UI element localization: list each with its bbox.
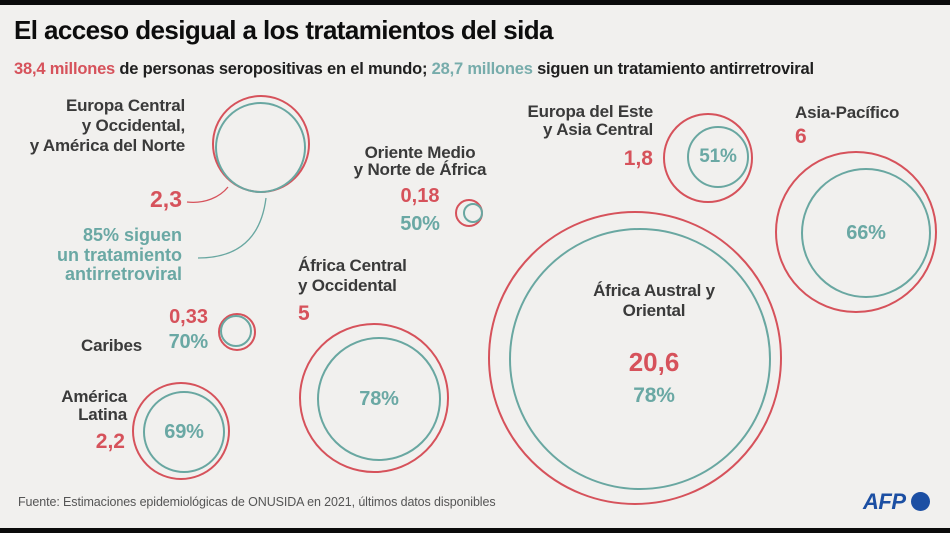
value-caribes: 0,33: [169, 306, 208, 328]
bubble-africa-central-inner: 78%: [317, 337, 441, 461]
label-oriente-medio: Oriente Medio y Norte de África: [353, 143, 487, 179]
subtitle-treatment-value: 28,7 millones: [431, 60, 533, 78]
bubble-america-latina-outer: [132, 382, 230, 480]
bubble-oriente-medio-inner: [463, 203, 483, 223]
label-africa-central: África Central y Occidental: [298, 256, 407, 295]
label-europa-este: Europa del Este y Asia Central: [527, 102, 654, 139]
bubble-africa-central-outer: [299, 323, 449, 473]
bubble-africa-austral-outer: [488, 211, 782, 505]
label-america-latina: América Latina: [61, 387, 127, 424]
red-connector-line: [186, 186, 229, 203]
pct-africa-austral: 78%: [633, 384, 675, 407]
label-europa-central: Europa Central y Occidental, y América d…: [29, 96, 185, 155]
value-africa-austral: 20,6: [628, 347, 680, 377]
value-africa-central: 5: [298, 302, 310, 325]
source-text: Fuente: Estimaciones epidemiológicas de …: [18, 495, 496, 509]
subtitle-seropositive-text: de personas seropositivas en el mundo;: [115, 60, 432, 78]
pct-africa-central: 78%: [359, 387, 399, 410]
label-caribes: Caribes: [81, 336, 142, 355]
bubble-europa-este-outer: [663, 113, 753, 203]
afp-logo-dot-icon: [911, 492, 930, 511]
bubble-caribes-outer: [218, 313, 256, 351]
pct-europa-este: 51%: [699, 146, 737, 167]
value-america-latina: 2,2: [95, 430, 125, 453]
pct-oriente-medio: 50%: [400, 213, 440, 235]
subtitle: 38,4 millones de personas seropositivas …: [14, 60, 814, 79]
pct-caribes: 70%: [168, 331, 209, 353]
value-europa-central: 2,3: [150, 186, 182, 212]
bubble-europa-este-inner: 51%: [687, 126, 749, 188]
subtitle-treatment-text: siguen un tratamiento antirretroviral: [532, 60, 814, 78]
treatment-note-europa-central: 85% siguen un tratamiento antirretrovira…: [56, 225, 182, 284]
label-asia-pacifico: Asia-Pacífico: [795, 103, 900, 122]
bubble-asia-pacifico-outer: [775, 151, 937, 313]
bubble-europa-central-inner: [215, 102, 306, 193]
bubble-asia-pacifico-inner: 66%: [801, 168, 931, 298]
pct-america-latina: 69%: [164, 420, 204, 443]
value-asia-pacifico: 6: [795, 125, 807, 148]
bubble-africa-austral-inner: [509, 228, 771, 490]
value-oriente-medio: 0,18: [400, 185, 440, 207]
bubble-america-latina-inner: 69%: [143, 391, 225, 473]
bottom-black-bar: [0, 528, 950, 533]
subtitle-seropositive-value: 38,4 millones: [14, 60, 116, 78]
bubble-caribes-inner: [220, 315, 252, 347]
pct-asia-pacifico: 66%: [846, 221, 886, 244]
teal-connector-line: [197, 197, 267, 259]
value-europa-este: 1,8: [623, 147, 653, 170]
top-black-bar: [0, 0, 950, 5]
label-africa-austral: África Austral y Oriental 20,6 78%: [554, 281, 754, 408]
page-title: El acceso desigual a los tratamientos de…: [14, 15, 553, 45]
afp-logo-text: AFP: [863, 489, 906, 514]
